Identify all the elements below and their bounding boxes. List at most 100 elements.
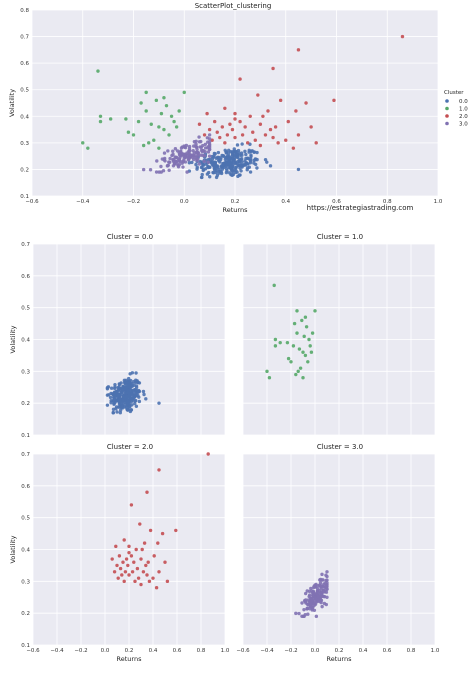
scatter-point-cluster-2-0 — [122, 579, 126, 584]
scatter-point-cluster-0-0 — [128, 372, 132, 376]
scatter-point-cluster-3-0 — [197, 162, 202, 166]
main-scatter-xtick-label: 0.8 — [383, 199, 392, 205]
legend-marker-2.0 — [445, 114, 449, 118]
main-scatter-ytick-label: 0.5 — [20, 88, 29, 94]
scatter-point-cluster-2-0 — [284, 138, 288, 142]
scatter-point-cluster-3-0 — [324, 573, 328, 577]
scatter-point-cluster-2-0 — [296, 48, 301, 52]
scatter-point-cluster-1-0 — [300, 318, 304, 323]
scatter-point-cluster-0-0 — [244, 152, 248, 157]
scatter-point-cluster-0-0 — [233, 153, 237, 158]
scatter-point-cluster-0-0 — [124, 378, 128, 382]
scatter-point-cluster-2-0 — [141, 570, 146, 574]
subplot-cluster-0: 0.1 0.2 0.3 0.4 0.5 0.6 0.7 Volatility — [9, 242, 226, 439]
scatter-point-cluster-0-0 — [268, 164, 273, 168]
scatter-point-cluster-1-0 — [162, 95, 166, 100]
scatter-point-cluster-0-0 — [200, 172, 204, 177]
scatter-point-cluster-0-0 — [106, 393, 111, 397]
legend-label-1.0: 1.0 — [459, 107, 468, 113]
scatter-point-cluster-0-0 — [109, 386, 114, 390]
subplot-cluster-2-xtick-label: −0.4 — [50, 648, 64, 654]
scatter-point-cluster-2-0 — [122, 538, 126, 542]
scatter-point-cluster-0-0 — [253, 158, 258, 162]
scatter-point-cluster-0-0 — [118, 411, 123, 415]
scatter-point-cluster-0-0 — [111, 399, 116, 403]
scatter-point-cluster-1-0 — [164, 103, 169, 108]
scatter-point-cluster-0-0 — [217, 155, 221, 160]
scatter-point-cluster-0-0 — [130, 384, 134, 388]
scatter-point-cluster-3-0 — [324, 602, 329, 607]
subplot-cluster-2: −0.6 −0.4 −0.2 0.0 0.2 0.4 0.6 0.8 1.0 0.1 0.2 0.3 0… — [9, 452, 230, 663]
subplot-cluster-0-ylabel: Volatility — [9, 325, 17, 353]
scatter-point-cluster-2-0 — [240, 133, 245, 137]
scatter-point-cluster-0-0 — [106, 385, 111, 389]
scatter-point-cluster-1-0 — [144, 90, 148, 95]
scatter-point-cluster-2-0 — [114, 544, 118, 549]
scatter-point-cluster-2-0 — [152, 554, 156, 558]
scatter-point-cluster-2-0 — [253, 138, 257, 142]
subplot-cluster-2-xtick-label: −0.6 — [26, 648, 40, 654]
scatter-point-cluster-0-0 — [118, 408, 123, 412]
scatter-point-cluster-2-0 — [230, 127, 235, 132]
scatter-point-cluster-0-0 — [200, 165, 204, 170]
scatter-point-cluster-3-0 — [179, 146, 184, 150]
scatter-point-cluster-1-0 — [159, 111, 164, 116]
scatter-point-cluster-3-0 — [310, 598, 314, 603]
scatter-point-cluster-0-0 — [206, 165, 211, 170]
scatter-point-cluster-1-0 — [126, 130, 131, 134]
scatter-point-cluster-1-0 — [149, 122, 153, 126]
scatter-point-cluster-0-0 — [219, 171, 224, 176]
subplot-cluster-2-ytick-label: 0.2 — [21, 611, 30, 617]
scatter-point-cluster-0-0 — [120, 406, 125, 410]
scatter-point-cluster-2-0 — [215, 130, 219, 134]
scatter-point-cluster-1-0 — [174, 125, 179, 129]
scatter-point-cluster-0-0 — [116, 386, 120, 390]
scatter-point-cluster-3-0 — [302, 607, 306, 612]
scatter-point-cluster-2-0 — [332, 98, 336, 103]
main-scatter-xtick-label: −0.2 — [127, 199, 140, 205]
subplot-cluster-3-xtick-label: −0.6 — [236, 648, 250, 654]
scatter-point-cluster-3-0 — [305, 589, 309, 593]
scatter-point-cluster-1-0 — [167, 133, 171, 137]
legend-label-0.0: 0.0 — [459, 99, 468, 105]
scatter-point-cluster-1-0 — [98, 114, 103, 118]
scatter-point-cluster-3-0 — [200, 150, 205, 154]
scatter-point-cluster-0-0 — [213, 165, 217, 169]
scatter-point-cluster-0-0 — [115, 410, 119, 414]
legend-marker-0.0 — [445, 99, 449, 103]
scatter-point-cluster-0-0 — [255, 150, 259, 155]
scatter-point-cluster-1-0 — [301, 350, 305, 354]
subplot-cluster-3-xlabel: Returns — [327, 655, 353, 663]
subplot-title-cluster-3: Cluster = 3.0 — [317, 443, 363, 451]
scatter-point-cluster-3-0 — [310, 589, 314, 593]
scatter-point-cluster-3-0 — [171, 164, 176, 168]
scatter-point-cluster-0-0 — [249, 153, 253, 157]
scatter-point-cluster-2-0 — [294, 109, 298, 113]
subplot-cluster-3-xtick-label: 0.8 — [407, 648, 416, 654]
scatter-point-cluster-2-0 — [243, 125, 247, 129]
scatter-point-cluster-0-0 — [124, 385, 128, 389]
scatter-point-cluster-2-0 — [160, 531, 165, 536]
scatter-point-cluster-2-0 — [197, 122, 202, 126]
scatter-point-cluster-0-0 — [136, 393, 140, 398]
scatter-point-cluster-1-0 — [273, 344, 278, 348]
subplot-cluster-2-ytick-label: 0.1 — [21, 643, 30, 649]
scatter-point-cluster-0-0 — [137, 399, 142, 404]
subplot-cluster-2-xtick-label: 1.0 — [221, 648, 230, 654]
scatter-point-cluster-1-0 — [295, 331, 299, 335]
scatter-point-cluster-0-0 — [245, 168, 249, 172]
scatter-point-cluster-2-0 — [314, 141, 318, 145]
scatter-point-cluster-2-0 — [148, 528, 153, 533]
scatter-point-cluster-0-0 — [128, 409, 133, 414]
scatter-point-cluster-3-0 — [300, 601, 304, 605]
scatter-point-cluster-2-0 — [258, 143, 263, 148]
scatter-point-cluster-1-0 — [162, 127, 166, 132]
scatter-point-cluster-0-0 — [214, 175, 219, 180]
scatter-point-cluster-0-0 — [225, 163, 229, 167]
subplot-cluster-2-ytick-label: 0.6 — [21, 484, 30, 490]
scatter-point-cluster-0-0 — [125, 401, 129, 406]
subplot-title-cluster-2: Cluster = 2.0 — [107, 443, 153, 451]
scatter-point-cluster-0-0 — [249, 149, 253, 154]
scatter-point-cluster-1-0 — [144, 109, 148, 113]
scatter-point-cluster-0-0 — [133, 401, 137, 406]
